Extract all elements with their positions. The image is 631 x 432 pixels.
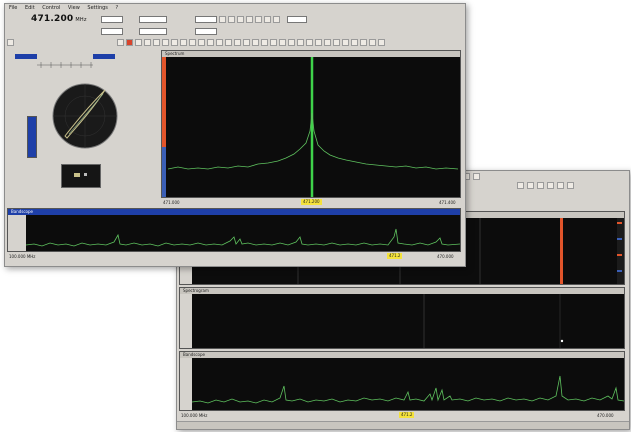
toolbar-button[interactable] (144, 39, 151, 46)
band-marker[interactable]: 471.2 (387, 253, 403, 259)
toolbar-button[interactable] (557, 182, 564, 189)
toolbar-button[interactable] (243, 39, 250, 46)
frequency-unit: MHz (75, 17, 87, 23)
toolbar-button[interactable] (255, 16, 262, 23)
toolbar-button[interactable] (273, 16, 280, 23)
menu-bar: File Edit Control View Settings ? (5, 4, 465, 12)
toolbar-button[interactable] (261, 39, 268, 46)
toolbar-button[interactable] (228, 16, 235, 23)
back-frequency-axis: 100.000 MHz 471.2 470.000 (177, 412, 629, 420)
toolbar-button[interactable] (369, 39, 376, 46)
toolbar-button[interactable] (216, 39, 223, 46)
toolbar-button[interactable] (180, 39, 187, 46)
menu-edit[interactable]: Edit (24, 5, 35, 11)
bandscope-display (8, 215, 460, 251)
signal-meter (27, 116, 37, 158)
toolbar-button[interactable] (288, 39, 295, 46)
spectrum-freq-end: 471.400 (439, 200, 456, 205)
toolbar-button[interactable] (297, 39, 304, 46)
toolbar-button[interactable] (171, 39, 178, 46)
toolbar-button[interactable] (279, 39, 286, 46)
toolbar-button[interactable] (567, 182, 574, 189)
spectrum-freq-start: 471.000 (163, 200, 180, 205)
toolbar-button[interactable] (117, 39, 124, 46)
toolbar-button[interactable] (189, 39, 196, 46)
carrier-line (560, 218, 563, 284)
menu-file[interactable]: File (9, 5, 18, 11)
toolbar-button[interactable] (135, 39, 142, 46)
spectrogram-panel-title: Spectrogram (180, 288, 624, 294)
back-band-marker[interactable]: 471.2 (399, 412, 415, 418)
mini-scope (61, 164, 101, 188)
level-scale (37, 62, 93, 68)
toolbar-button[interactable] (306, 39, 313, 46)
toolbar-button[interactable] (252, 39, 259, 46)
back-status-bar (177, 421, 629, 429)
back-band-start: 100.000 MHz (181, 413, 208, 418)
spectrum-panel-title: Spectrum (162, 51, 460, 57)
toolbar-button[interactable] (219, 16, 226, 23)
front-window: File Edit Control View Settings ? 471.20… (4, 3, 466, 267)
level-indicator (15, 54, 37, 59)
filter-select[interactable] (101, 28, 123, 35)
polar-scope (52, 83, 118, 149)
bandwidth-select[interactable] (139, 16, 167, 23)
step-select[interactable] (195, 16, 217, 23)
toolbar-button[interactable] (264, 16, 271, 23)
toolbar-button[interactable] (517, 182, 524, 189)
back-bandscope-display (180, 358, 624, 410)
band-end: 470.000 (437, 254, 454, 259)
toolbar-button[interactable] (547, 182, 554, 189)
toolbar-button[interactable] (351, 39, 358, 46)
back-band-end: 470.000 (597, 413, 614, 418)
toolbar-button[interactable] (162, 39, 169, 46)
toolbar-button[interactable] (237, 16, 244, 23)
record-button[interactable] (126, 39, 133, 46)
toolbar-button[interactable] (246, 16, 253, 23)
menu-help[interactable]: ? (115, 5, 119, 11)
toolbar-button[interactable] (360, 39, 367, 46)
toolbar-button[interactable] (207, 39, 214, 46)
top-toolbar (219, 16, 465, 26)
toolbar-button[interactable] (378, 39, 385, 46)
menu-control[interactable]: Control (42, 5, 61, 11)
toolbar-button[interactable] (315, 39, 322, 46)
spectrogram-display (180, 294, 564, 348)
toolbar-button[interactable] (537, 182, 544, 189)
toolbar-button[interactable] (198, 39, 205, 46)
menu-view[interactable]: View (67, 5, 80, 11)
back-bandscope-title: Bandscope (180, 352, 624, 358)
bandscope-panel-title: Bandscope (8, 209, 460, 215)
bandscope-frequency-axis: 100.000 MHz 471.2 470.000 (5, 253, 465, 261)
toolbar-button[interactable] (7, 39, 14, 46)
frequency-value: 471.200 (31, 14, 74, 24)
left-control-panel (7, 50, 157, 206)
main-toolbar (5, 39, 465, 49)
toolbar-button[interactable] (234, 39, 241, 46)
toolbar-button[interactable] (225, 39, 232, 46)
back-toolbar-2 (177, 181, 629, 191)
spectrum-center-marker[interactable]: 471.200 (301, 199, 322, 205)
volume-field[interactable] (287, 16, 307, 23)
spectrum-display (162, 57, 459, 197)
squelch-field[interactable] (195, 28, 217, 35)
toolbar-button[interactable] (270, 39, 277, 46)
spectrogram-panel[interactable]: Spectrogram (179, 287, 625, 349)
agc-select[interactable] (139, 28, 167, 35)
toolbar-button[interactable] (473, 173, 480, 180)
toolbar-button[interactable] (324, 39, 331, 46)
frequency-display[interactable]: 471.200 MHz (31, 14, 87, 24)
level-indicator (93, 54, 115, 59)
toolbar-button[interactable] (527, 182, 534, 189)
spectrum-panel[interactable]: Spectrum (161, 50, 461, 198)
back-bandscope-panel[interactable]: Bandscope (179, 351, 625, 411)
menu-settings[interactable]: Settings (87, 5, 108, 11)
spectrum-frequency-axis: 471.000 471.200 471.400 (161, 199, 461, 207)
band-start: 100.000 MHz (9, 254, 36, 259)
toolbar-button[interactable] (333, 39, 340, 46)
toolbar-button[interactable] (342, 39, 349, 46)
toolbar-button[interactable] (153, 39, 160, 46)
bandscope-panel[interactable]: Bandscope (7, 208, 461, 252)
mode-select[interactable] (101, 16, 123, 23)
